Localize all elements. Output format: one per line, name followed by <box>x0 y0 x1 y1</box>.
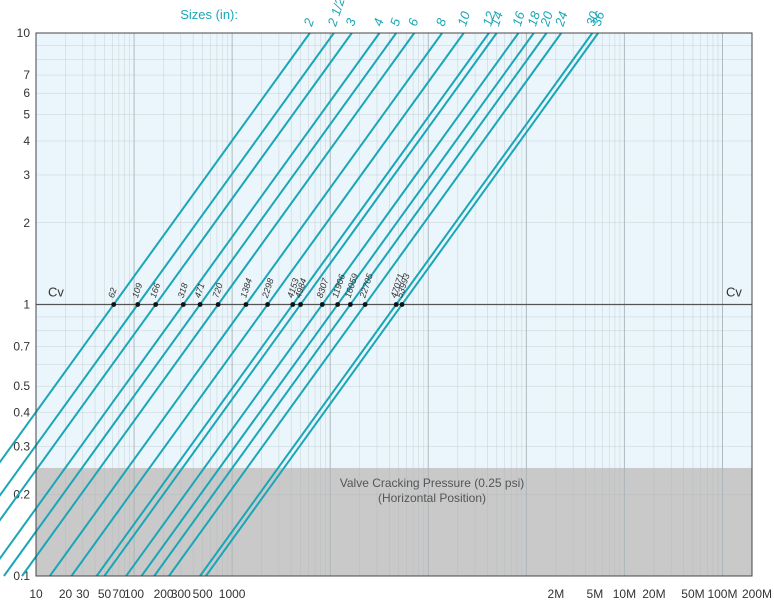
y-tick-label: 4 <box>23 134 30 148</box>
x-tick-label: 300 <box>171 587 191 601</box>
x-tick-label: 5M <box>587 587 604 601</box>
size-label: 18 <box>524 9 543 28</box>
band-label-line1: Valve Cracking Pressure (0.25 psi) <box>340 476 525 490</box>
size-label: 12 <box>480 9 499 28</box>
size-label: 5 <box>387 16 404 28</box>
cv-value-label: 166 <box>148 282 162 299</box>
size-label: 6 <box>405 16 422 28</box>
cv-point <box>335 302 341 307</box>
x-tick-label: 500 <box>193 587 213 601</box>
size-label: 20 <box>537 9 556 29</box>
y-tick-label: 3 <box>23 168 30 182</box>
cv-point <box>298 302 303 307</box>
cv-point <box>180 302 186 307</box>
size-label: 10 <box>454 9 473 28</box>
y-tick-label: 7 <box>23 68 30 82</box>
cv-value-label: 109 <box>130 282 144 299</box>
x-tick-label: 20M <box>642 587 665 601</box>
size-label: 24 <box>552 10 571 29</box>
y-tick-label: 0.4 <box>13 406 30 420</box>
x-tick-label: 70 <box>112 587 126 601</box>
cv-point <box>265 302 270 307</box>
y-tick-labels: 10 7 6 5 4 3 2 1 0.7 0.5 0.4 0.3 0.2 0.1 <box>13 26 30 583</box>
y-tick-label: 0.7 <box>13 340 30 354</box>
size-label: 4 <box>370 16 387 28</box>
cv-point <box>153 302 159 307</box>
cv-value-label: 62 <box>106 287 119 300</box>
cv-point <box>347 302 353 307</box>
y-tick-label: 5 <box>23 108 30 122</box>
x-tick-label: 1000 <box>219 587 246 601</box>
size-label: 36 <box>589 9 608 28</box>
cv-value-label: 318 <box>176 282 190 299</box>
cv-point <box>197 302 203 307</box>
y-tick-label: 6 <box>23 86 30 100</box>
band-label-line2: (Horizontal Position) <box>378 491 486 505</box>
x-tick-label: 100 <box>124 587 144 601</box>
size-label: 30 <box>583 9 602 28</box>
size-label: 14 <box>487 10 506 28</box>
x-tick-label: 10M <box>613 587 636 601</box>
cv-point <box>290 302 296 307</box>
cv-point <box>393 302 399 307</box>
cv-point <box>243 302 249 307</box>
x-tick-label: 200M <box>742 587 772 601</box>
y-tick-label: 10 <box>17 26 31 40</box>
cv-right-label: Cv <box>726 285 742 300</box>
y-tick-label: 0.3 <box>13 439 30 453</box>
size-label: 2 <box>300 16 317 29</box>
y-tick-label: 0.5 <box>13 379 30 393</box>
x-tick-label: 200 <box>154 587 174 601</box>
cv-point <box>215 302 221 307</box>
y-tick-label: 1 <box>23 298 30 312</box>
sizes-header: Sizes (in): <box>180 7 238 22</box>
cv-value-label: 471 <box>192 282 206 299</box>
x-tick-label: 50M <box>681 587 704 601</box>
cv-value-label: 720 <box>211 282 225 299</box>
x-tick-label: 10 <box>29 587 43 601</box>
cv-left-label: Cv <box>48 285 64 300</box>
x-tick-label: 20 <box>59 587 73 601</box>
x-tick-label: 50 <box>98 587 112 601</box>
cv-points <box>111 302 405 307</box>
size-label: 16 <box>509 9 528 28</box>
y-tick-label: 0.2 <box>13 487 30 501</box>
cv-point <box>399 302 405 307</box>
y-tick-label: 2 <box>23 216 30 230</box>
cv-point <box>362 302 368 307</box>
cv-point <box>111 302 117 307</box>
cv-point <box>319 302 325 307</box>
x-tick-label: 2M <box>548 587 565 601</box>
plot-frame <box>35 32 753 577</box>
size-label: 8 <box>433 16 450 28</box>
size-label: 3 <box>342 16 359 28</box>
y-tick-label: 0.1 <box>13 569 30 583</box>
cv-point <box>135 302 141 307</box>
x-tick-label: 30 <box>76 587 90 601</box>
x-tick-label: 100M <box>707 587 737 601</box>
